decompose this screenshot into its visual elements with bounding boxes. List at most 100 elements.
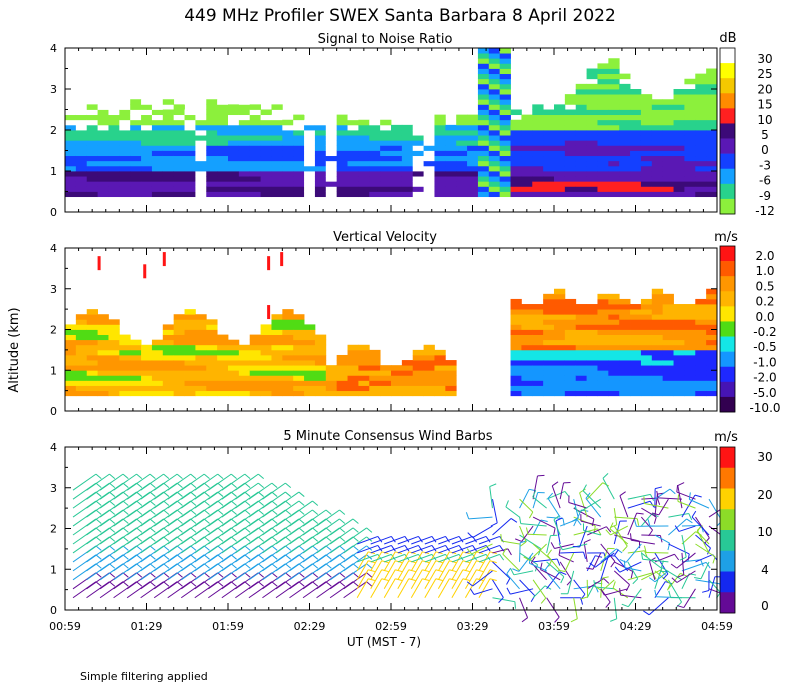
snr-cell (184, 160, 196, 167)
velocity-cell (65, 339, 77, 346)
wind-barb-feather (190, 473, 197, 480)
velocity-cell (521, 329, 533, 335)
velocity-cell (597, 344, 609, 351)
velocity-cell (228, 385, 240, 392)
snr-cell (608, 165, 620, 172)
snr-cell (586, 135, 598, 141)
snr-cell (597, 104, 609, 110)
snr-cell (108, 160, 120, 167)
snr-cell (173, 181, 185, 187)
velocity-cell (706, 293, 718, 300)
snr-cell (401, 165, 414, 172)
velocity-cell (651, 309, 664, 315)
wind-barb-feather (122, 509, 129, 515)
snr-cell (97, 145, 109, 151)
velocity-cell (651, 344, 664, 351)
snr-cell (662, 145, 674, 151)
velocity-cell (238, 390, 251, 397)
wind-barb-feather (149, 581, 156, 587)
velocity-cell (673, 354, 685, 361)
wind-barb-feather (203, 563, 210, 569)
snr-cell (314, 135, 327, 141)
wind-barb-feather (244, 509, 251, 515)
wind-barb (532, 516, 556, 529)
velocity-cell (510, 298, 522, 305)
snr-cell (640, 145, 653, 151)
snr-cell (119, 160, 131, 167)
wind-barb-feather (257, 554, 265, 560)
velocity-cell (173, 385, 185, 392)
snr-cell (521, 119, 533, 126)
wind-barb-feather (696, 525, 702, 533)
snr-cell (488, 104, 501, 110)
snr-cell (445, 130, 457, 136)
snr-cell (249, 176, 261, 182)
wind-barb-feather (230, 500, 237, 506)
snr-cell (206, 114, 218, 121)
wind-barb (678, 525, 696, 532)
wind-barb (410, 551, 423, 572)
snr-cell (554, 145, 566, 151)
snr-cell (488, 186, 501, 192)
snr-cell (108, 165, 120, 172)
wind-barb-feather (603, 578, 610, 584)
wind-barb-feather (377, 536, 383, 543)
snr-cell (488, 155, 501, 162)
wind-barb (619, 495, 629, 518)
wind-barb (356, 544, 379, 554)
velocity-cell (217, 385, 229, 392)
velocity-cell (586, 385, 598, 392)
wind-barb-feather (190, 572, 197, 578)
wind-barb-feather (298, 527, 305, 533)
velocity-cell (325, 365, 338, 371)
snr-cell (314, 181, 327, 187)
snr-cell (608, 171, 620, 177)
wind-barb-feather (285, 491, 292, 497)
velocity-cell (554, 375, 566, 381)
velocity-cell (130, 390, 142, 397)
snr-cell (662, 160, 674, 167)
velocity-cell (336, 380, 348, 386)
snr-cell (108, 145, 120, 151)
snr-cell (510, 181, 522, 187)
wind-barb-feather (163, 572, 170, 578)
velocity-cell (162, 390, 175, 397)
velocity-cell (206, 370, 218, 376)
snr-cell (619, 176, 631, 182)
wind-barb-feather (589, 562, 596, 568)
velocity-cell (75, 324, 88, 330)
wind-barb-feather (149, 572, 156, 578)
snr-cell (597, 73, 609, 80)
snr-cell (564, 130, 577, 136)
snr-cell (706, 68, 718, 75)
velocity-cell (608, 370, 620, 376)
velocity-cell (293, 385, 305, 392)
wind-barb (302, 509, 327, 527)
velocity-cell (695, 334, 707, 341)
wind-barb-feather (298, 509, 305, 515)
wind-barb-feather (109, 572, 116, 578)
snr-cell (586, 89, 598, 95)
wind-barb-feather (217, 527, 224, 533)
wind-barb-feather (203, 500, 210, 506)
velocity-cell (608, 344, 620, 351)
wind-barb-feather (654, 589, 657, 597)
velocity-cell (195, 319, 207, 325)
snr-cell (499, 155, 511, 162)
snr-cell (640, 171, 653, 177)
snr-cell (488, 83, 501, 90)
velocity-cell (358, 354, 370, 361)
wind-barb-feather (298, 545, 305, 551)
snr-cell (510, 155, 522, 162)
snr-cell (65, 176, 77, 182)
snr-cell (706, 145, 718, 151)
velocity-cell (651, 314, 664, 320)
snr-cell (130, 150, 142, 157)
snr-cell (499, 73, 511, 80)
velocity-cell (695, 314, 707, 320)
wind-barb-feather (203, 491, 210, 497)
velocity-cell (412, 380, 424, 386)
snr-cell (228, 145, 240, 151)
snr-cell (238, 186, 251, 192)
snr-cell (336, 155, 348, 162)
